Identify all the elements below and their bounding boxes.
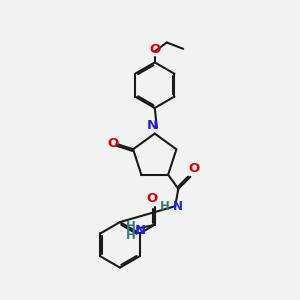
Text: O: O [108,137,119,150]
Text: N: N [173,200,183,213]
Text: N: N [147,119,158,132]
Text: H: H [125,220,135,232]
Text: N: N [134,224,146,237]
Text: O: O [149,43,160,56]
Text: H: H [125,229,135,242]
Text: H: H [160,200,170,213]
Text: O: O [146,192,157,205]
Text: O: O [188,162,199,175]
